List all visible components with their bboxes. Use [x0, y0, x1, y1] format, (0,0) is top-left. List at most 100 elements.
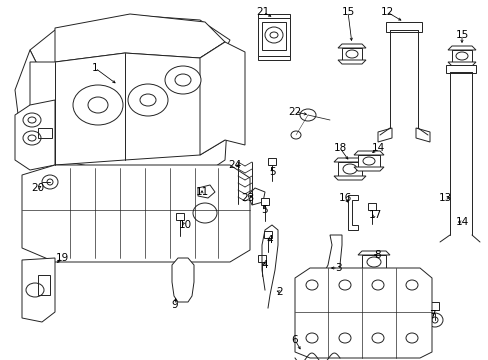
Ellipse shape [362, 157, 374, 165]
Ellipse shape [23, 113, 41, 127]
Text: 5: 5 [261, 205, 268, 215]
Bar [367, 203, 375, 210]
Polygon shape [333, 158, 365, 162]
Text: 22: 22 [288, 107, 301, 117]
Polygon shape [377, 128, 391, 142]
Polygon shape [40, 55, 229, 175]
Bar [38, 275, 50, 295]
Text: 11: 11 [195, 187, 208, 197]
Ellipse shape [305, 280, 317, 290]
Polygon shape [22, 258, 55, 322]
Bar [430, 302, 438, 310]
Polygon shape [200, 42, 244, 155]
Text: 6: 6 [291, 335, 298, 345]
Bar [451, 50, 471, 62]
Text: 21: 21 [256, 7, 269, 17]
Ellipse shape [42, 175, 58, 189]
Polygon shape [353, 151, 383, 155]
Text: 15: 15 [341, 7, 354, 17]
Text: 16: 16 [338, 193, 351, 203]
Bar [267, 158, 275, 165]
Ellipse shape [338, 280, 350, 290]
Bar [264, 231, 271, 238]
Ellipse shape [455, 52, 467, 60]
Polygon shape [357, 269, 389, 273]
Polygon shape [447, 62, 475, 66]
Text: 12: 12 [380, 7, 393, 17]
Ellipse shape [164, 66, 201, 94]
Bar [258, 255, 265, 262]
Ellipse shape [426, 313, 442, 327]
Ellipse shape [290, 131, 301, 139]
Text: 9: 9 [171, 300, 178, 310]
Bar [176, 213, 183, 220]
Ellipse shape [128, 84, 168, 116]
Text: 15: 15 [454, 30, 468, 40]
Polygon shape [172, 258, 194, 302]
Polygon shape [15, 100, 55, 170]
Polygon shape [55, 14, 224, 62]
Text: 19: 19 [55, 253, 68, 263]
Ellipse shape [371, 280, 383, 290]
Text: 4: 4 [261, 260, 268, 270]
Bar [38, 128, 52, 138]
Text: 14: 14 [454, 217, 468, 227]
Polygon shape [22, 165, 249, 262]
Polygon shape [294, 268, 431, 358]
Ellipse shape [23, 131, 41, 145]
Polygon shape [337, 44, 365, 48]
Polygon shape [415, 128, 429, 142]
Ellipse shape [366, 257, 380, 267]
Bar [337, 162, 361, 176]
Polygon shape [15, 50, 80, 140]
Ellipse shape [371, 333, 383, 343]
Bar [262, 22, 285, 50]
Text: 14: 14 [370, 143, 384, 153]
Text: 23: 23 [241, 193, 254, 203]
Text: 10: 10 [178, 220, 191, 230]
Bar [357, 155, 379, 167]
Ellipse shape [26, 283, 44, 297]
Text: 3: 3 [334, 263, 341, 273]
Polygon shape [198, 185, 215, 198]
Polygon shape [247, 188, 264, 205]
Polygon shape [353, 167, 383, 171]
Bar [341, 48, 361, 60]
Text: 18: 18 [333, 143, 346, 153]
Polygon shape [258, 56, 289, 60]
Text: 4: 4 [266, 235, 273, 245]
Ellipse shape [346, 50, 357, 58]
Polygon shape [357, 251, 389, 255]
Polygon shape [30, 15, 229, 70]
Ellipse shape [338, 333, 350, 343]
Ellipse shape [342, 164, 356, 174]
Ellipse shape [299, 109, 315, 121]
Text: 2: 2 [276, 287, 283, 297]
Bar [445, 65, 475, 73]
Bar [258, 18, 289, 56]
Text: 1: 1 [92, 63, 98, 73]
Polygon shape [347, 195, 357, 230]
Ellipse shape [264, 27, 283, 43]
Ellipse shape [73, 85, 123, 125]
Text: 17: 17 [367, 210, 381, 220]
Text: 20: 20 [31, 183, 44, 193]
Ellipse shape [405, 280, 417, 290]
Ellipse shape [305, 333, 317, 343]
Polygon shape [337, 60, 365, 64]
Text: 8: 8 [374, 250, 381, 260]
Text: 5: 5 [268, 167, 275, 177]
Ellipse shape [405, 333, 417, 343]
Text: 7: 7 [428, 310, 434, 320]
Bar [385, 22, 421, 32]
Text: 24: 24 [228, 160, 241, 170]
Polygon shape [333, 176, 365, 180]
Text: 13: 13 [437, 193, 451, 203]
Bar [261, 198, 268, 205]
Polygon shape [258, 14, 289, 18]
Ellipse shape [193, 203, 217, 223]
Polygon shape [447, 46, 475, 50]
Polygon shape [314, 235, 341, 312]
Polygon shape [30, 42, 224, 165]
Bar [361, 255, 385, 269]
